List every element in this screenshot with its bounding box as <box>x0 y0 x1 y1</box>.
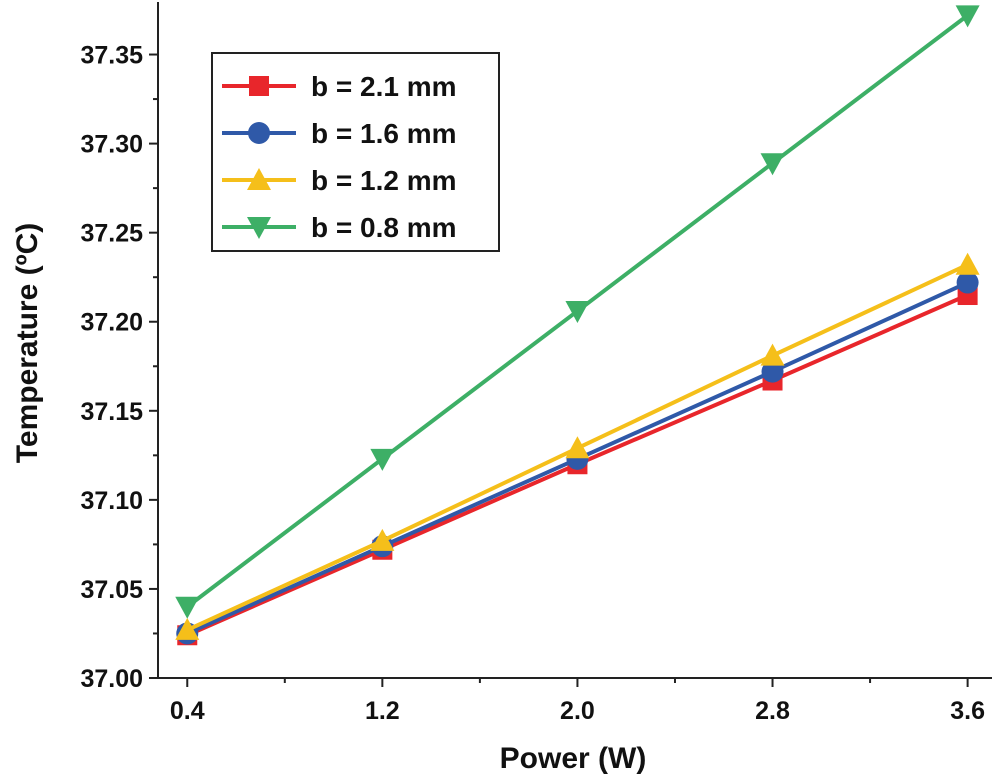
series-group <box>175 252 980 640</box>
data-point <box>760 343 785 366</box>
legend-item: b = 0.8 mm <box>222 212 457 243</box>
legend-item: b = 1.6 mm <box>222 118 457 149</box>
y-tick-label: 37.20 <box>80 309 143 337</box>
series-group <box>175 5 980 619</box>
plot-frame <box>157 2 992 679</box>
data-point <box>760 153 785 176</box>
x-tick-label: 3.6 <box>950 697 985 725</box>
legend-label: b = 0.8 mm <box>311 212 457 243</box>
legend-label: b = 1.6 mm <box>311 118 457 149</box>
data-point <box>565 301 590 324</box>
legend-item: b = 2.1 mm <box>222 71 457 102</box>
data-point <box>565 436 590 459</box>
x-tick-label: 1.2 <box>365 697 400 725</box>
data-point <box>175 617 200 640</box>
data-point <box>955 5 980 28</box>
x-tick-label: 2.8 <box>755 697 790 725</box>
data-point <box>956 271 979 294</box>
data-point <box>761 360 784 383</box>
y-tick-label: 37.00 <box>80 665 143 693</box>
data-point <box>370 448 395 471</box>
data-point <box>955 252 980 275</box>
data-point <box>370 528 395 551</box>
legend-marker <box>249 76 269 96</box>
y-tick-label: 37.30 <box>80 131 143 159</box>
y-tick-label: 37.15 <box>80 398 143 426</box>
x-axis-ticks: 0.4 1.2 2.0 2.8 3.6 <box>170 678 985 725</box>
x-tick-label: 0.4 <box>170 697 205 725</box>
y-tick-label: 37.10 <box>80 487 143 515</box>
legend-marker <box>247 217 271 239</box>
legend-label: b = 1.2 mm <box>311 165 457 196</box>
legend-marker <box>248 122 270 144</box>
legend-label: b = 2.1 mm <box>311 71 457 102</box>
y-tick-label: 37.35 <box>80 42 143 70</box>
data-point <box>175 596 200 619</box>
legend: b = 2.1 mm b = 1.6 mm b = 1.2 mm b = 0.8 mm <box>211 52 500 252</box>
y-axis-title: Temperature (ºC) <box>11 223 44 463</box>
legend-item: b = 1.2 mm <box>222 165 457 196</box>
y-axis-ticks: 37.00 37.05 37.10 37.15 37.20 37.25 37.30 37.35 <box>80 42 158 693</box>
x-axis-title: Power (W) <box>500 742 647 775</box>
y-tick-label: 37.05 <box>80 576 143 604</box>
y-tick-label: 37.25 <box>80 220 143 248</box>
x-tick-label: 2.0 <box>560 697 595 725</box>
plot-series <box>175 5 980 646</box>
legend-marker <box>247 168 271 190</box>
